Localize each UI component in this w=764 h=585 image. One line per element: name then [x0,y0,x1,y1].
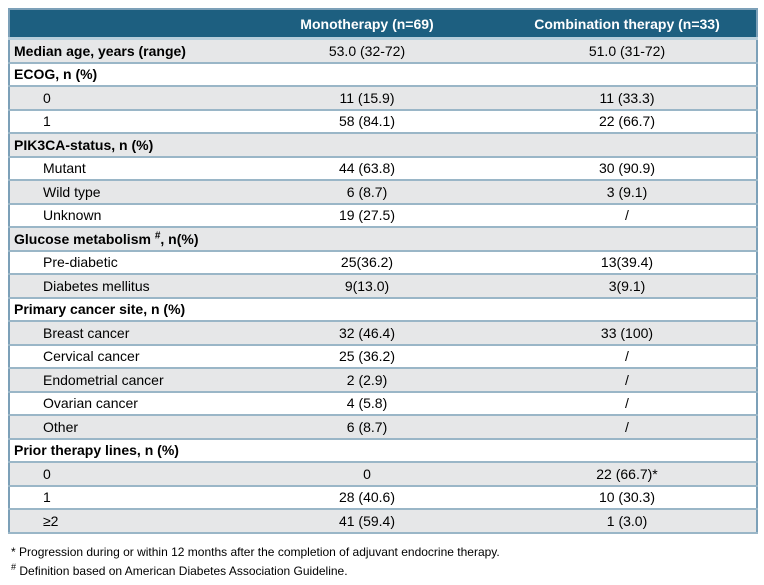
table-header-row: Monotherapy (n=69) Combination therapy (… [9,9,757,40]
row-label: Ovarian cancer [9,391,236,416]
combination-therapy-value: 22 (66.7) [498,109,757,134]
monotherapy-value [236,297,498,322]
combination-therapy-value: 3(9.1) [498,274,757,299]
footnote-asterisk-marker: * [11,544,16,559]
table-row: Pre-diabetic 25(36.2) 13(39.4) [9,250,757,275]
table-row: Unknown 19 (27.5) / [9,203,757,228]
monotherapy-value [236,438,498,463]
table-row: 1 58 (84.1) 22 (66.7) [9,109,757,134]
combination-therapy-value: / [498,203,757,228]
combination-therapy-value: 30 (90.9) [498,156,757,181]
monotherapy-value: 58 (84.1) [236,109,498,134]
combination-therapy-value: / [498,415,757,440]
monotherapy-value [236,133,498,158]
combination-therapy-value [498,133,757,158]
footnote-hash: # Definition based on American Diabetes … [11,562,756,581]
row-label: Other [9,415,236,440]
header-empty-cell [9,9,236,40]
combination-therapy-value: 22 (66.7)* [498,462,757,487]
row-label: 1 [9,109,236,134]
monotherapy-value: 53.0 (32-72) [236,38,498,64]
table-row: 1 28 (40.6) 10 (30.3) [9,485,757,510]
row-label: Median age, years (range) [9,38,236,64]
combination-therapy-value [498,438,757,463]
monotherapy-value [236,227,498,252]
table-row: Mutant 44 (63.8) 30 (90.9) [9,156,757,181]
combination-therapy-value: / [498,368,757,393]
combination-therapy-value [498,227,757,252]
row-label: Breast cancer [9,321,236,346]
combination-therapy-value: 33 (100) [498,321,757,346]
table-row: Primary cancer site, n (%) [9,297,757,322]
monotherapy-value: 25 (36.2) [236,344,498,369]
baseline-characteristics-table: Monotherapy (n=69) Combination therapy (… [8,8,758,534]
table-row: Cervical cancer 25 (36.2) / [9,344,757,369]
row-label: Glucose metabolism #, n(%) [9,227,236,252]
row-label: 1 [9,485,236,510]
monotherapy-value [236,62,498,87]
combination-therapy-value: 1 (3.0) [498,509,757,534]
row-label: Prior therapy lines, n (%) [9,438,236,463]
combination-therapy-value: 10 (30.3) [498,485,757,510]
monotherapy-value: 32 (46.4) [236,321,498,346]
footnote-asterisk: * Progression during or within 12 months… [11,543,756,562]
table-row: 0 0 22 (66.7)* [9,462,757,487]
monotherapy-value: 11 (15.9) [236,86,498,111]
combination-therapy-value: 11 (33.3) [498,86,757,111]
table-row: 0 11 (15.9) 11 (33.3) [9,86,757,111]
row-label: ≥2 [9,509,236,534]
table-row: Prior therapy lines, n (%) [9,438,757,463]
row-label: Primary cancer site, n (%) [9,297,236,322]
row-label: 0 [9,462,236,487]
row-label: Mutant [9,156,236,181]
table-row: Other 6 (8.7) / [9,415,757,440]
monotherapy-value: 2 (2.9) [236,368,498,393]
row-label: Pre-diabetic [9,250,236,275]
combination-therapy-value: / [498,391,757,416]
row-label: 0 [9,86,236,111]
combination-therapy-value: 51.0 (31-72) [498,38,757,64]
monotherapy-value: 6 (8.7) [236,180,498,205]
row-label: Wild type [9,180,236,205]
combination-therapy-value: 13(39.4) [498,250,757,275]
table-row: Wild type 6 (8.7) 3 (9.1) [9,180,757,205]
monotherapy-value: 41 (59.4) [236,509,498,534]
footnotes: * Progression during or within 12 months… [8,543,756,581]
monotherapy-value: 44 (63.8) [236,156,498,181]
monotherapy-value: 25(36.2) [236,250,498,275]
row-label: Diabetes mellitus [9,274,236,299]
monotherapy-value: 19 (27.5) [236,203,498,228]
table-row: Diabetes mellitus 9(13.0) 3(9.1) [9,274,757,299]
table-row: ≥2 41 (59.4) 1 (3.0) [9,509,757,534]
monotherapy-value: 28 (40.6) [236,485,498,510]
monotherapy-value: 4 (5.8) [236,391,498,416]
footnote-hash-marker: # [11,561,17,572]
row-label: Cervical cancer [9,344,236,369]
combination-therapy-value [498,62,757,87]
combination-therapy-value [498,297,757,322]
table-row: ECOG, n (%) [9,62,757,87]
table-row: Breast cancer 32 (46.4) 33 (100) [9,321,757,346]
header-monotherapy: Monotherapy (n=69) [236,9,498,40]
table-row: Endometrial cancer 2 (2.9) / [9,368,757,393]
monotherapy-value: 0 [236,462,498,487]
monotherapy-value: 6 (8.7) [236,415,498,440]
monotherapy-value: 9(13.0) [236,274,498,299]
table-row: Glucose metabolism #, n(%) [9,227,757,252]
combination-therapy-value: 3 (9.1) [498,180,757,205]
combination-therapy-value: / [498,344,757,369]
row-label: PIK3CA-status, n (%) [9,133,236,158]
table-row: PIK3CA-status, n (%) [9,133,757,158]
footnote-asterisk-text: Progression during or within 12 months a… [19,544,500,559]
row-label: ECOG, n (%) [9,62,236,87]
footnote-hash-text: Definition based on American Diabetes As… [19,563,348,578]
row-label: Unknown [9,203,236,228]
row-label: Endometrial cancer [9,368,236,393]
table-row: Median age, years (range) 53.0 (32-72) 51.… [9,38,757,64]
header-combination-therapy: Combination therapy (n=33) [498,9,757,40]
table-row: Ovarian cancer 4 (5.8) / [9,391,757,416]
hash-superscript: # [154,230,161,242]
